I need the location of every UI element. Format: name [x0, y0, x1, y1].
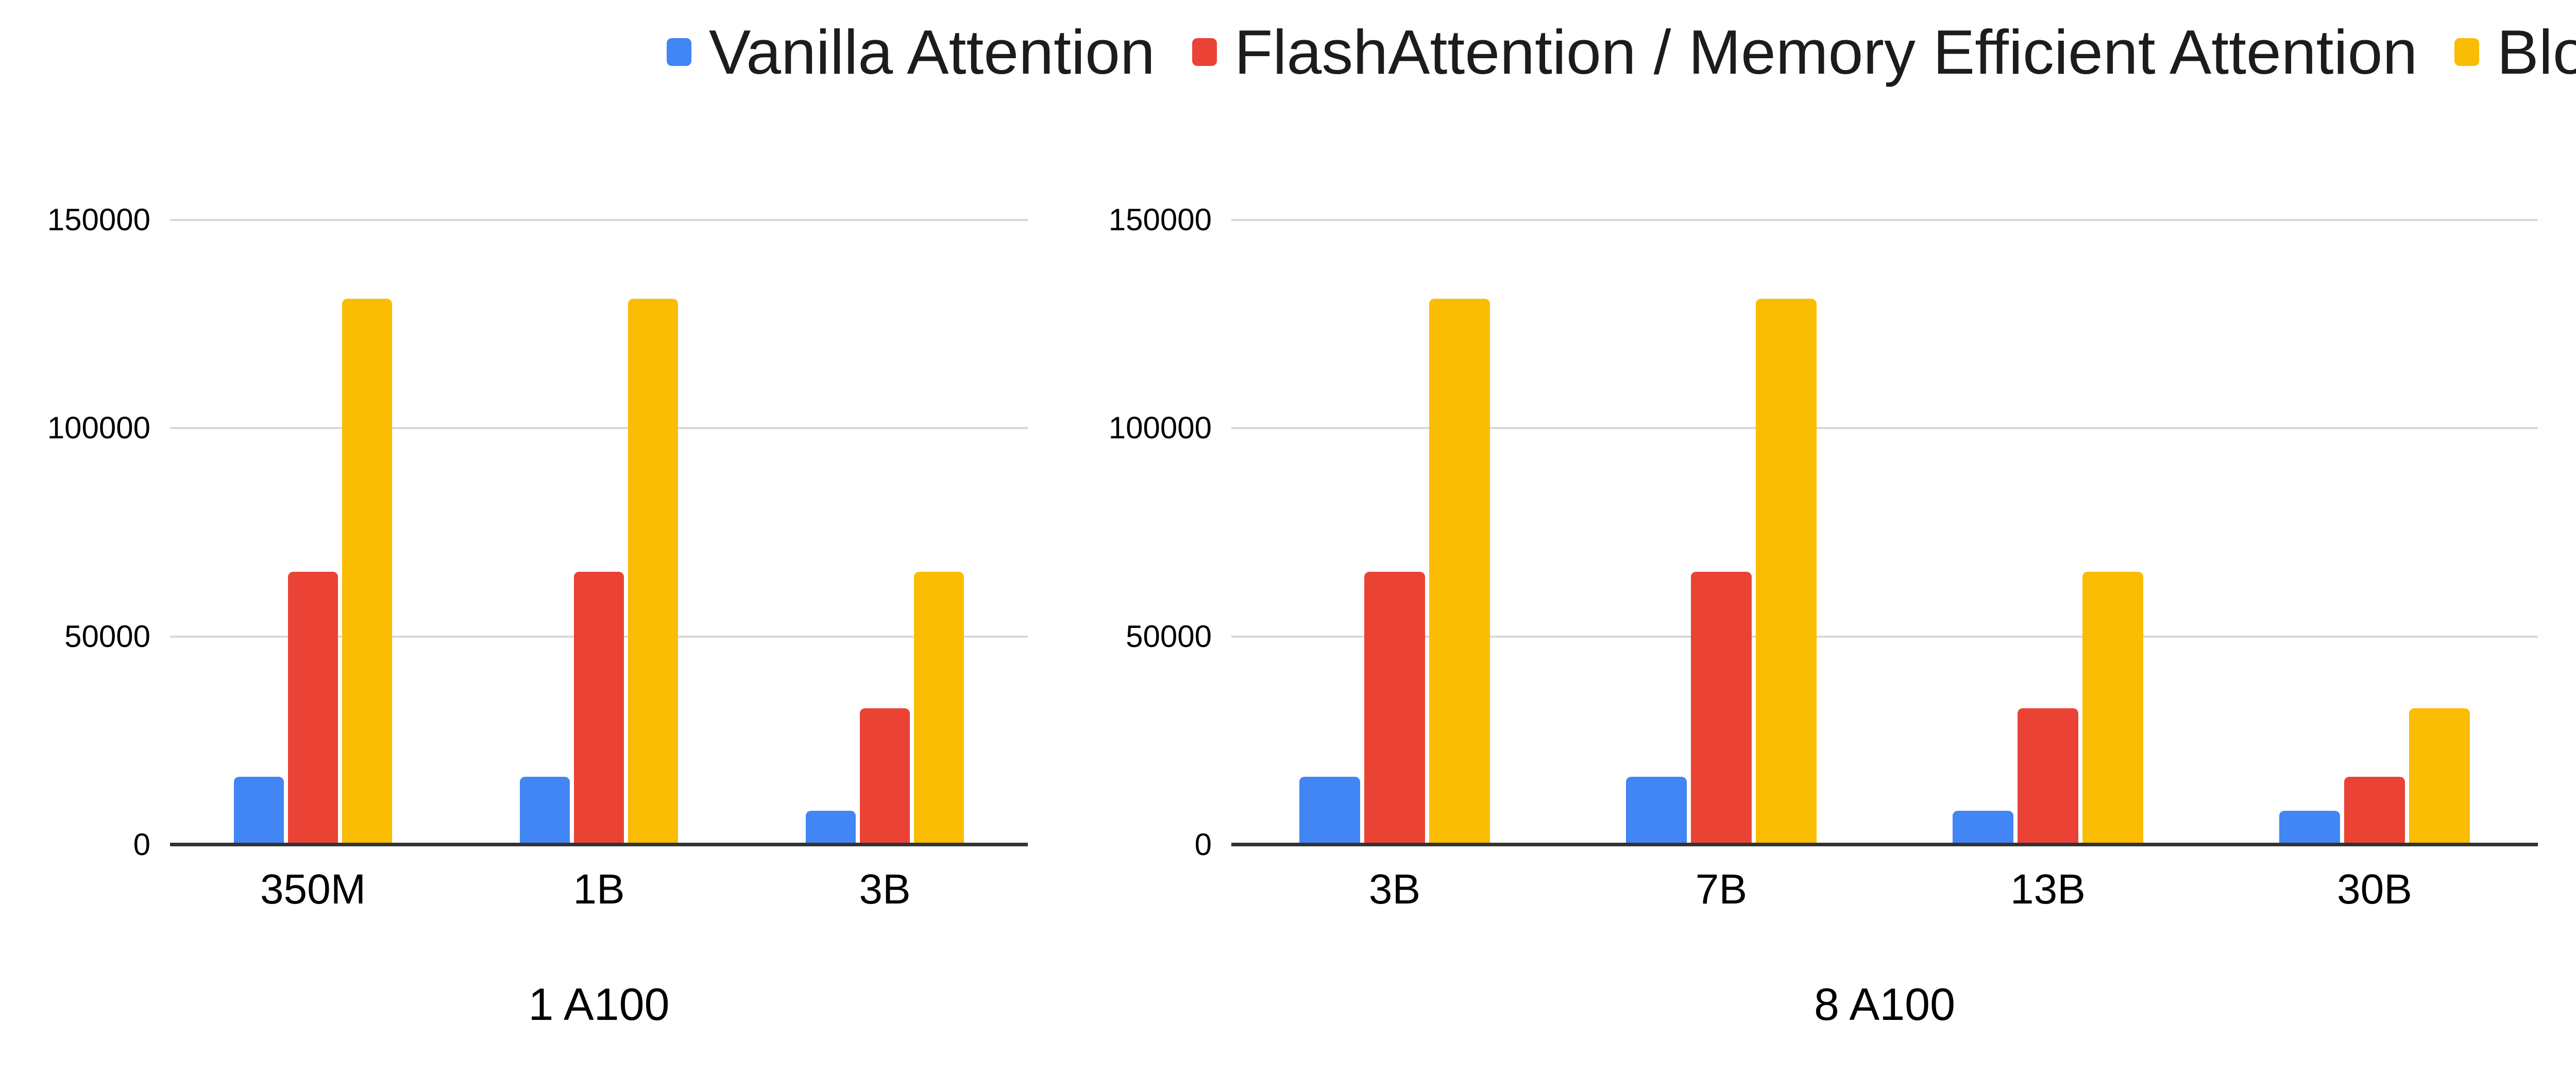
- legend-label-vanilla: Vanilla Attention: [708, 17, 1155, 87]
- bar-flashattention-memory-efficient-attention-13b: [2018, 708, 2078, 845]
- legend-swatch-blockwise: [2454, 38, 2480, 66]
- bar-blockwise-parallel-transformer-13b: [2082, 572, 2143, 845]
- legend-label-flashattention: FlashAttention / Memory Efficient Attent…: [1234, 17, 2418, 87]
- chart-title-8-a100: 8 A100: [1814, 979, 1956, 1030]
- bar-flashattention-memory-efficient-attention-350m: [288, 572, 338, 845]
- chart-64-tpuv4: 01000020000300004000013B30B70B64 TPUv4: [2571, 220, 2576, 845]
- bar-blockwise-parallel-transformer-3b: [1429, 299, 1490, 845]
- bar-vanilla-attention-13b: [1953, 810, 2013, 845]
- bar-blockwise-parallel-transformer-350m: [342, 299, 392, 845]
- bar-vanilla-attention-3b: [1299, 776, 1360, 845]
- legend-label-blockwise: BlockWise Parallel Transformer: [2497, 17, 2576, 87]
- chart-title-1-a100: 1 A100: [528, 979, 670, 1030]
- bar-group-3b: [1231, 220, 1558, 845]
- bar-group-7b: [1558, 220, 1885, 845]
- gridline: [1231, 219, 2538, 221]
- category-label-1b: 1B: [573, 866, 625, 913]
- charts-row: 0 50000 100000 150000 350M 1B 3B 1 A100 0 50000 1…: [0, 204, 2576, 1027]
- category-labels: 350M 1B 3B: [170, 868, 1028, 911]
- bar-blockwise-parallel-transformer-30b: [2409, 708, 2470, 845]
- bar-vanilla-attention-7b: [1626, 776, 1687, 845]
- bar-flashattention-memory-efficient-attention-7b: [1691, 572, 1752, 845]
- legend: Vanilla Attention FlashAttention / Memor…: [0, 18, 2576, 87]
- legend-item-blockwise: BlockWise Parallel Transformer: [2454, 18, 2576, 87]
- gridline: [1231, 635, 2538, 638]
- y-axis-tick-label: 50000: [64, 619, 150, 654]
- chart-1-a100: 0 50000 100000 150000 350M 1B 3B 1 A100: [0, 204, 1108, 1027]
- category-label-13b: 13B: [2010, 866, 2086, 913]
- category-labels: 3B 7B 13B 30B: [1231, 868, 2538, 911]
- bar-group-30b: [2211, 220, 2538, 845]
- plot-area: 0 50000 100000 150000: [1109, 204, 2538, 860]
- y-axis-tick-label: 100000: [47, 411, 150, 446]
- category-label-3b: 3B: [859, 866, 911, 913]
- bar-group-13b: [1885, 220, 2211, 845]
- gridline: [170, 427, 1028, 430]
- bar-vanilla-attention-1b: [520, 776, 570, 845]
- bar-vanilla-attention-30b: [2279, 810, 2340, 845]
- legend-item-flashattention: FlashAttention / Memory Efficient Attent…: [1192, 17, 2418, 87]
- bar-vanilla-attention-350m: [234, 776, 284, 845]
- category-label-7b: 7B: [1695, 866, 1748, 913]
- y-axis-tick-label: 150000: [47, 202, 150, 237]
- category-label-350m: 350M: [260, 866, 366, 913]
- bar-flashattention-memory-efficient-attention-1b: [574, 572, 624, 845]
- bar-flashattention-memory-efficient-attention-3b: [1364, 572, 1425, 845]
- legend-swatch-flashattention: [1192, 38, 1217, 66]
- category-label-30b: 30B: [2337, 866, 2412, 913]
- bar-group-1b: [456, 220, 742, 845]
- y-axis-tick-label: 0: [133, 827, 150, 862]
- bar-blockwise-parallel-transformer-1b: [628, 299, 678, 845]
- bar-groups: [170, 220, 1028, 845]
- bar-group-3b: [742, 220, 1028, 845]
- y-axis-tick-label: 50000: [1126, 619, 1212, 654]
- bar-flashattention-memory-efficient-attention-30b: [2344, 776, 2405, 845]
- category-label-3b: 3B: [1368, 866, 1421, 913]
- x-axis-line: [1231, 843, 2538, 846]
- bar-vanilla-attention-3b: [806, 810, 856, 845]
- legend-item-vanilla: Vanilla Attention: [666, 17, 1155, 87]
- gridline: [1231, 427, 2538, 430]
- x-axis-line: [170, 843, 1028, 846]
- y-axis-tick-label: 150000: [1108, 202, 1212, 237]
- bar-blockwise-parallel-transformer-7b: [1756, 299, 1817, 845]
- bar-groups: [1231, 220, 2538, 845]
- bar-blockwise-parallel-transformer-3b: [914, 572, 964, 845]
- y-axis-tick-label: 100000: [1108, 411, 1212, 446]
- legend-swatch-vanilla: [666, 38, 691, 66]
- bar-flashattention-memory-efficient-attention-3b: [860, 708, 910, 845]
- gridline: [170, 219, 1028, 221]
- plot-area: 0 50000 100000 150000: [47, 204, 1028, 860]
- y-axis-tick-label: 0: [1194, 827, 1212, 862]
- chart-8-a100: 0 50000 100000 150000 3B 7B 13B 30B 8 A100: [1108, 204, 2571, 1027]
- bar-group-350m: [170, 220, 456, 845]
